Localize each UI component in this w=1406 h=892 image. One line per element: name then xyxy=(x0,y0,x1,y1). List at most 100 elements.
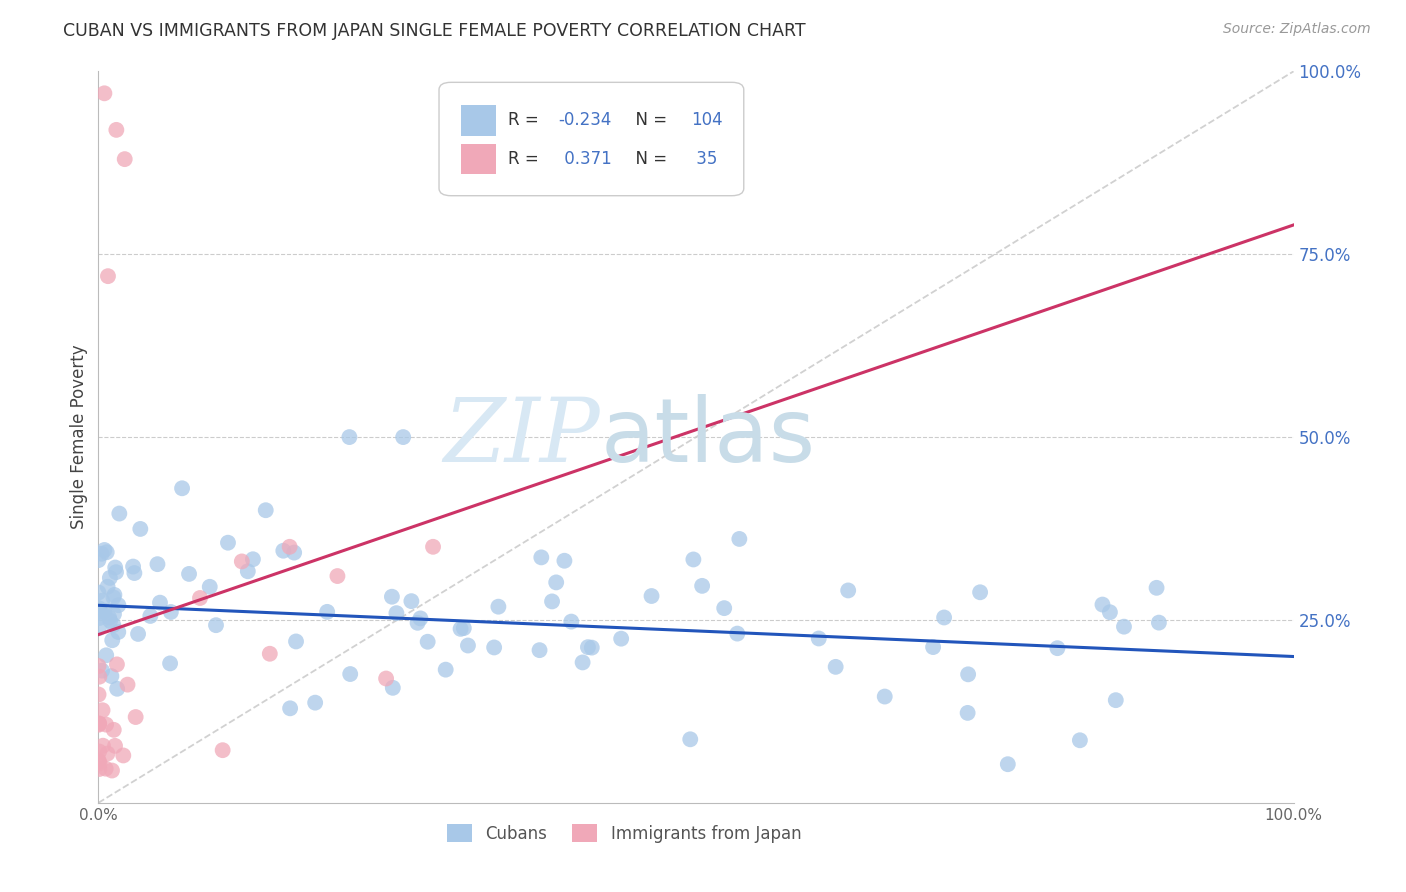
Point xyxy=(997,757,1019,772)
Point xyxy=(103,607,125,621)
Point xyxy=(105,565,128,579)
Point xyxy=(530,550,553,565)
Point xyxy=(89,670,111,684)
Point xyxy=(482,640,505,655)
Point xyxy=(254,503,277,517)
Point xyxy=(91,703,114,717)
Text: Source: ZipAtlas.com: Source: ZipAtlas.com xyxy=(1223,22,1371,37)
Point xyxy=(98,571,121,585)
Point xyxy=(103,618,125,632)
Point xyxy=(94,717,117,731)
Point xyxy=(89,716,111,731)
Point xyxy=(96,648,118,663)
Point xyxy=(160,605,183,619)
Point xyxy=(87,755,110,769)
Point xyxy=(129,522,152,536)
Bar xyxy=(461,144,496,175)
Point xyxy=(1046,641,1069,656)
Point xyxy=(1147,615,1170,630)
Point xyxy=(89,611,111,625)
Point xyxy=(450,622,472,636)
Point xyxy=(205,618,228,632)
Point xyxy=(103,588,125,602)
Point xyxy=(91,593,114,607)
Point xyxy=(956,706,979,720)
Point xyxy=(409,611,432,625)
Point xyxy=(231,554,253,568)
Point xyxy=(278,540,301,554)
Point xyxy=(93,604,115,618)
Point xyxy=(103,723,125,737)
Point xyxy=(1105,693,1128,707)
Legend: Cubans, Immigrants from Japan: Cubans, Immigrants from Japan xyxy=(440,818,808,849)
Text: ZIP: ZIP xyxy=(444,393,600,481)
Point xyxy=(1098,605,1121,619)
Point xyxy=(149,596,172,610)
Point xyxy=(124,710,146,724)
Point xyxy=(725,626,748,640)
Point xyxy=(381,681,404,695)
Point xyxy=(713,601,735,615)
Point xyxy=(837,583,859,598)
Point xyxy=(453,621,475,635)
Point xyxy=(117,678,139,692)
Y-axis label: Single Female Poverty: Single Female Poverty xyxy=(70,345,89,529)
Point xyxy=(87,553,110,567)
Point xyxy=(969,585,991,599)
Point xyxy=(610,632,633,646)
Point xyxy=(392,430,415,444)
Point xyxy=(159,657,181,671)
Point xyxy=(242,552,264,566)
Point xyxy=(1146,581,1168,595)
Point xyxy=(96,545,118,559)
Point xyxy=(217,535,239,549)
Point xyxy=(326,569,349,583)
Point xyxy=(278,701,301,715)
Point xyxy=(541,594,564,608)
Point xyxy=(90,547,112,561)
Point xyxy=(198,580,221,594)
Text: CUBAN VS IMMIGRANTS FROM JAPAN SINGLE FEMALE POVERTY CORRELATION CHART: CUBAN VS IMMIGRANTS FROM JAPAN SINGLE FE… xyxy=(63,22,806,40)
Point xyxy=(127,627,149,641)
Point xyxy=(546,575,568,590)
Point xyxy=(146,557,169,571)
Point xyxy=(87,621,110,635)
Point xyxy=(211,743,233,757)
Point xyxy=(457,639,479,653)
Point xyxy=(89,716,111,731)
Point xyxy=(560,615,582,629)
Point xyxy=(283,546,305,560)
Point xyxy=(124,566,146,580)
Point xyxy=(89,605,111,619)
Point xyxy=(103,591,125,605)
Point xyxy=(93,87,115,101)
Point xyxy=(1112,620,1135,634)
Point xyxy=(339,430,361,444)
Point xyxy=(105,123,128,137)
Point xyxy=(114,152,136,166)
Point xyxy=(93,543,115,558)
Text: -0.234: -0.234 xyxy=(558,112,612,129)
Point xyxy=(236,564,259,578)
Point xyxy=(922,640,945,654)
Point xyxy=(932,610,955,624)
Point xyxy=(87,717,110,731)
Point xyxy=(89,756,111,771)
Point xyxy=(824,660,846,674)
Point xyxy=(873,690,896,704)
Point xyxy=(100,669,122,683)
Point xyxy=(91,739,114,753)
Point xyxy=(122,559,145,574)
Point xyxy=(105,681,128,696)
Point xyxy=(529,643,551,657)
Point xyxy=(304,696,326,710)
Point xyxy=(316,605,339,619)
Point xyxy=(87,601,110,615)
Point xyxy=(385,606,408,620)
Point xyxy=(259,647,281,661)
Point xyxy=(101,633,124,648)
Point xyxy=(172,481,194,495)
Text: atlas: atlas xyxy=(600,393,815,481)
Point xyxy=(682,552,704,566)
Point xyxy=(139,609,162,624)
